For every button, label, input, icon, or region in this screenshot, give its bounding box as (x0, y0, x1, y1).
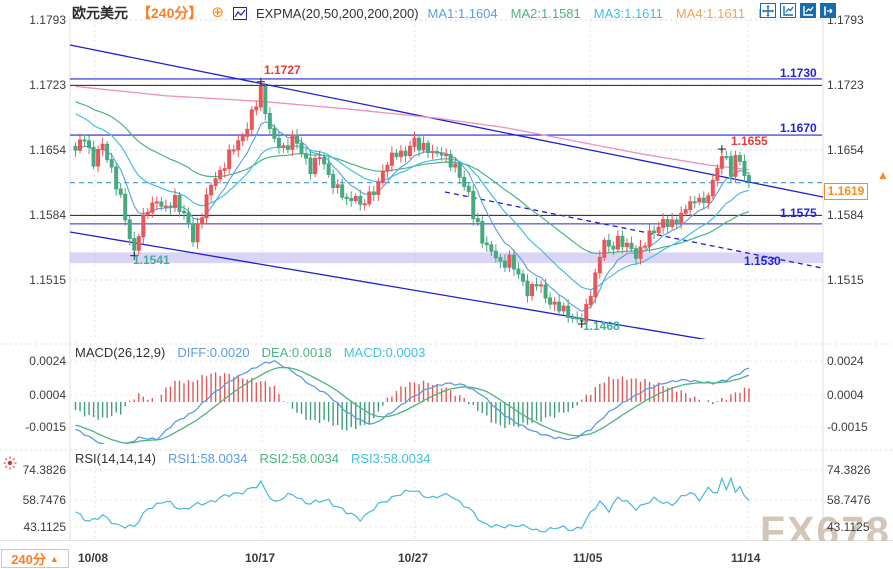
macd-value-label: DEA:0.0018 (261, 345, 332, 360)
indicator-panel-icon (232, 6, 247, 20)
macd-value-label: MACD:0.0003 (343, 345, 426, 360)
period-selector-button[interactable]: 240分 ▲ (1, 549, 69, 568)
x-axis-label: 10/27 (398, 551, 429, 565)
exit-restore-icon[interactable] (820, 3, 836, 18)
indicator-name-label: EXPMA(20,50,200,200,200) (255, 5, 419, 21)
pan-crosshair-icon[interactable] (760, 3, 776, 18)
dropdown-arrow-icon: ▲ (49, 553, 59, 564)
macd-indicator-header: MACD(26,12,9) DIFF:0.0020 DEA:0.0018 MACD:0… (75, 345, 425, 360)
chart-header: 欧元美元 【240分】 ⊕ EXPMA(20,50,200,200,200) M… (72, 3, 769, 23)
add-indicator-icon[interactable]: ⊕ (211, 4, 224, 21)
x-axis-label: 11/14 (731, 551, 761, 565)
chart-toolbar (760, 3, 836, 18)
axis-scale-icon[interactable] (780, 3, 796, 18)
ma-value-label: MA3:1.1611 (593, 5, 663, 21)
ma-values-list: MA1:1.1604 MA2:1.1581 MA3:1.1611 MA4:1.1611… (428, 6, 769, 21)
rsi-value-label: RSI1:58.0034 (167, 451, 248, 466)
rsi-value-label: RSI2:58.0034 (259, 451, 339, 466)
rsi-indicator-header: RSI(14,14,14) RSI1:58.0034 RSI2:58.0034 RSI… (75, 451, 430, 466)
ma-value-label: MA2:1.1581 (510, 5, 581, 21)
macd-value-label: DIFF:0.0020 (177, 345, 250, 360)
rsi-value-label: RSI(14,14,14) (75, 451, 156, 466)
period-label: 240分 (11, 552, 46, 567)
alert-sun-icon (3, 456, 17, 470)
timeframe-label: 【240分】 (137, 5, 203, 21)
ma-value-label: MA4:1.1611 (675, 5, 746, 21)
bottom-bar: 240分 ▲ 10/08 10/17 10/27 11/05 11/14 (0, 541, 893, 569)
rsi-value-label: RSI3:58.0034 (350, 451, 431, 466)
symbol-title: 欧元美元 (72, 5, 128, 21)
x-axis-label: 10/17 (245, 551, 276, 565)
ma-value-label: MA1:1.1604 (427, 5, 498, 21)
scroll-to-latest-button[interactable]: ▲ (877, 168, 889, 182)
x-axis-label: 10/08 (78, 551, 109, 565)
axis-scale-active-icon[interactable] (800, 3, 816, 18)
macd-value-label: MACD(26,12,9) (75, 345, 166, 360)
x-axis-label: 11/05 (573, 551, 603, 565)
